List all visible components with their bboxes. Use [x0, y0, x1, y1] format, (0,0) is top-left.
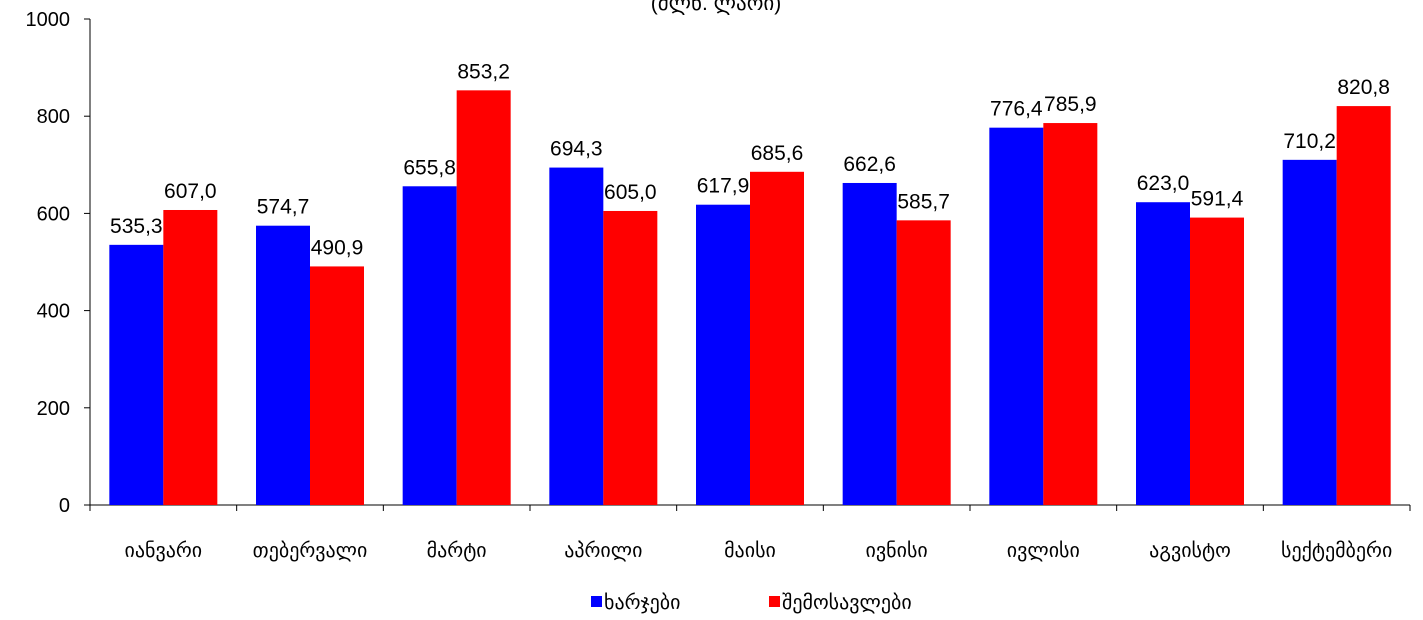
legend-swatch: [591, 596, 602, 607]
data-label: 574,7: [257, 196, 310, 219]
bar-revenues: [603, 210, 658, 505]
y-tick-label: 800: [37, 106, 70, 128]
x-tick-label: მაისი: [724, 540, 776, 562]
data-label: 853,2: [457, 60, 510, 83]
bar-expenses: [989, 127, 1044, 505]
x-tick-label: ივნისი: [866, 540, 928, 562]
x-tick-label: აგვისტო: [1149, 540, 1231, 562]
bar-expenses: [402, 186, 457, 506]
bar-expenses: [109, 244, 164, 506]
data-label: 820,8: [1337, 76, 1390, 99]
bar-revenues: [456, 90, 511, 506]
bar-revenues: [1190, 217, 1244, 506]
x-tick-label: თებერვალი: [253, 540, 368, 562]
bar-revenues: [1043, 123, 1098, 505]
x-tick-label: იანვარი: [125, 540, 203, 562]
data-label: 785,9: [1044, 93, 1097, 116]
y-tick-label: 1000: [26, 9, 71, 31]
data-label: 710,2: [1283, 130, 1336, 153]
data-label: 662,6: [843, 153, 896, 176]
data-label: 605,0: [604, 181, 657, 204]
data-label: 585,7: [897, 190, 950, 213]
chart-legend: ხარჯები შემოსავლები: [591, 592, 912, 614]
data-label: 607,0: [164, 180, 217, 203]
y-tick-label: 600: [37, 203, 70, 225]
chart-axes: 0 200 400 600 800 1000 იანვარი თებერვალი მარტი აპ…: [26, 9, 1411, 562]
bar-expenses: [256, 225, 310, 505]
bar-expenses: [1136, 202, 1190, 506]
data-label: 591,4: [1191, 188, 1244, 211]
bar-expenses: [1282, 159, 1337, 505]
bar-expenses: [549, 167, 604, 506]
y-tick-label: 400: [37, 301, 70, 323]
legend-label: ხარჯები: [604, 592, 680, 614]
data-label: 617,9: [697, 175, 750, 198]
chart-title: (მლნ. ლარი): [651, 0, 782, 15]
bar-revenues: [1336, 106, 1391, 506]
y-tick-label: 200: [37, 398, 70, 420]
data-label: 623,0: [1137, 172, 1190, 195]
y-tick-label: 0: [59, 495, 70, 517]
legend-swatch: [769, 596, 780, 607]
chart-data-labels: 535,3 574,7 655,8 694,3 617,9 662,6 776,4 623,0…: [110, 60, 1390, 259]
data-label: 694,3: [550, 138, 603, 161]
legend-label: შემოსავლები: [782, 592, 912, 614]
bar-revenues: [310, 266, 364, 505]
x-tick-label: აპრილი: [564, 540, 642, 562]
x-tick-label: მარტი: [427, 540, 487, 562]
bar-revenues: [163, 209, 218, 506]
data-label: 776,4: [990, 98, 1043, 121]
bar-expenses: [842, 182, 897, 506]
chart-bars: [109, 90, 1391, 506]
bar-revenues: [896, 220, 951, 505]
data-label: 535,3: [110, 215, 163, 238]
data-label: 655,8: [403, 156, 456, 179]
x-tick-label: სექტემბერი: [1281, 540, 1392, 562]
data-label: 685,6: [751, 142, 804, 165]
bar-revenues: [750, 171, 804, 505]
x-tick-label: ივლისი: [1007, 540, 1080, 562]
data-label: 490,9: [311, 236, 364, 259]
bar-expenses: [696, 204, 750, 505]
